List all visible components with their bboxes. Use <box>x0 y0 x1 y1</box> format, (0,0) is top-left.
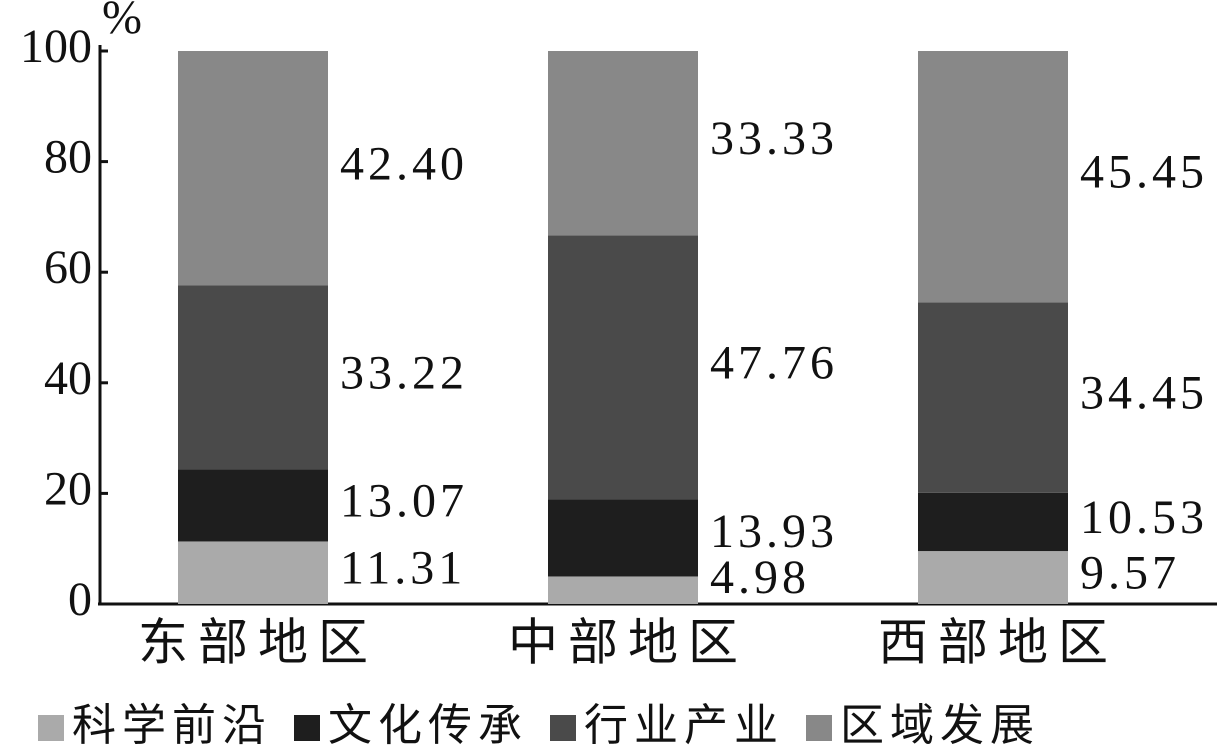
y-tick-label: 0 <box>68 573 92 626</box>
data-label: 33.22 <box>340 346 468 399</box>
data-label: 10.53 <box>1080 491 1208 544</box>
legend-swatch <box>294 715 320 741</box>
data-label: 13.07 <box>340 474 468 527</box>
legend-swatch <box>806 715 832 741</box>
bar-segment <box>548 51 698 236</box>
bar-segment <box>918 551 1068 604</box>
data-label: 4.98 <box>710 551 810 604</box>
y-axis-label: % <box>102 0 142 44</box>
bar-segment <box>178 469 328 542</box>
legend-label: 科学前沿 <box>72 701 272 750</box>
y-tick-label: 100 <box>20 20 92 73</box>
x-tick-label: 西部地区 <box>878 614 1118 670</box>
x-tick-label: 东部地区 <box>138 614 378 670</box>
bar-segment <box>918 492 1068 552</box>
bar-segment <box>548 499 698 577</box>
legend-swatch <box>38 715 64 741</box>
y-tick-label: 40 <box>44 352 92 405</box>
legend-label: 区域发展 <box>840 701 1040 750</box>
data-label: 34.45 <box>1080 367 1208 420</box>
data-label: 13.93 <box>710 505 838 558</box>
y-tick-label: 20 <box>44 462 92 515</box>
bar-segment <box>918 51 1068 303</box>
legend-swatch <box>550 715 576 741</box>
bar-segment <box>178 541 328 604</box>
bar-segment <box>548 576 698 604</box>
data-label: 42.40 <box>340 137 468 190</box>
bar-segment <box>548 235 698 500</box>
y-tick-label: 60 <box>44 241 92 294</box>
bar-segment <box>918 302 1068 493</box>
x-tick-label: 中部地区 <box>508 614 748 670</box>
bar-segment <box>178 285 328 470</box>
bar-segment <box>178 51 328 286</box>
data-label: 45.45 <box>1080 146 1208 199</box>
y-tick-label: 80 <box>44 131 92 184</box>
data-label: 33.33 <box>710 112 838 165</box>
legend-label: 文化传承 <box>328 701 528 750</box>
data-label: 9.57 <box>1080 547 1180 600</box>
data-label: 11.31 <box>340 542 466 595</box>
legend-label: 行业产业 <box>584 701 784 750</box>
data-label: 47.76 <box>710 336 838 389</box>
